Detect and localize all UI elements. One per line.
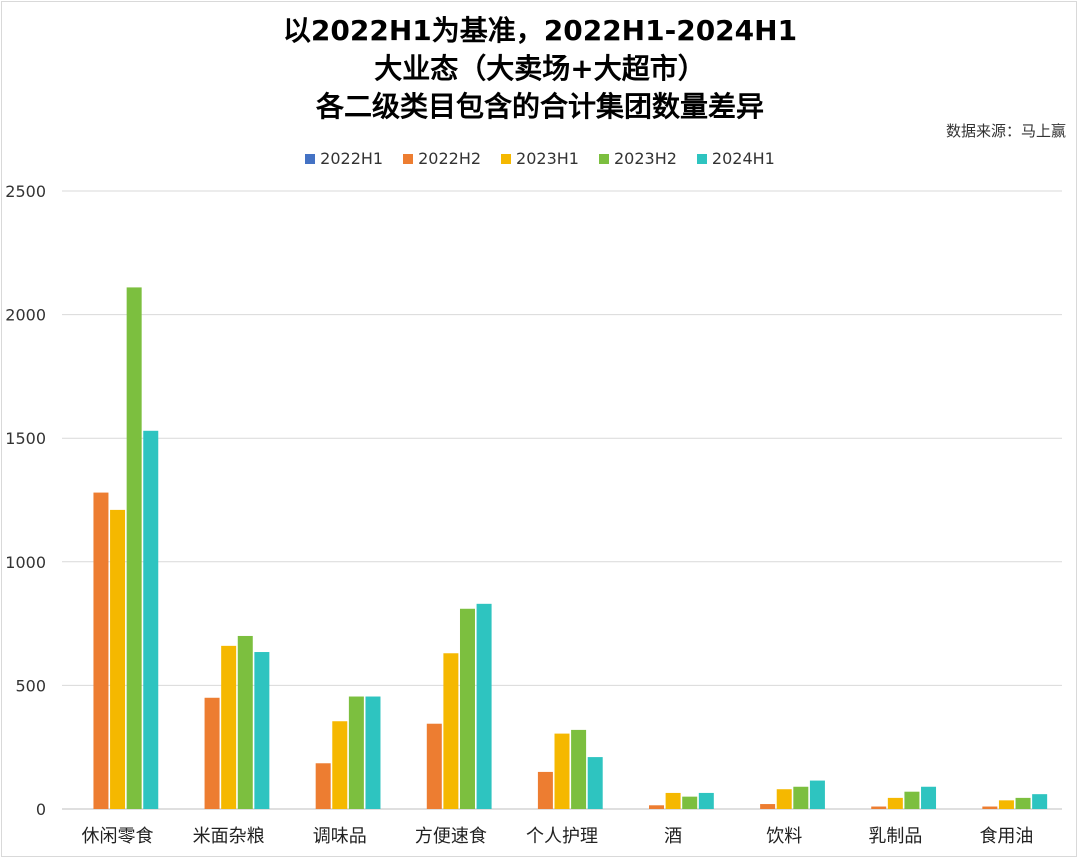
bar <box>348 696 364 809</box>
y-tick-label: 500 <box>15 676 46 695</box>
bar <box>476 603 492 809</box>
bar <box>809 780 825 809</box>
bar <box>537 771 553 809</box>
legend-swatch-2023h2 <box>598 153 609 164</box>
y-tick-label: 2000 <box>5 306 46 325</box>
legend-item-2022h2: 2022H2 <box>403 149 481 168</box>
bar <box>698 792 714 809</box>
title-line-2: 大业态（大卖场+大超市） <box>374 52 706 85</box>
x-tick-label: 米面杂粮 <box>193 826 265 847</box>
bar <box>554 733 570 809</box>
bar <box>904 791 920 809</box>
bar <box>1015 797 1031 809</box>
bar <box>776 789 792 809</box>
bar <box>921 786 937 809</box>
bar <box>649 805 665 809</box>
title-line-1: 以2022H1为基准，2022H1-2024H1 <box>282 14 798 47</box>
bar <box>365 696 381 809</box>
y-tick-label: 1500 <box>5 429 46 448</box>
bar <box>443 653 459 809</box>
bar <box>254 652 270 809</box>
bar <box>982 806 998 809</box>
legend-swatch-2022h2 <box>403 153 414 164</box>
data-source-note: 数据来源：马上赢 <box>945 122 1066 140</box>
x-tick-label: 饮料 <box>766 826 802 847</box>
x-tick-label: 休闲零食 <box>82 826 154 847</box>
bar <box>793 786 809 809</box>
bar <box>871 806 887 809</box>
bar <box>571 729 587 809</box>
bar <box>93 492 109 809</box>
bar <box>221 645 237 809</box>
y-tick-label: 1000 <box>5 553 46 572</box>
bar <box>315 763 331 809</box>
bar <box>998 800 1014 809</box>
bar <box>665 792 681 809</box>
legend-label-2023h1: 2023H1 <box>516 149 579 168</box>
legend-item-2024h1: 2024H1 <box>696 149 775 168</box>
bar <box>760 804 776 809</box>
bar <box>459 608 475 809</box>
x-tick-label: 乳制品 <box>868 826 922 847</box>
x-tick-label: 个人护理 <box>526 826 598 847</box>
bar <box>204 697 220 809</box>
legend-label-2024h1: 2024H1 <box>711 149 775 168</box>
x-tick-label: 方便速食 <box>415 826 487 847</box>
bar <box>682 796 698 809</box>
legend-label-2022h1: 2022H1 <box>320 149 384 168</box>
title-line-3: 各二级类目包含的合计集团数量差异 <box>315 90 764 123</box>
legend: 2022H1 2022H2 2023H1 2023H2 2024H1 <box>0 149 1080 168</box>
bar <box>110 509 126 809</box>
legend-item-2023h2: 2023H2 <box>598 149 677 168</box>
chart-title: 以2022H1为基准，2022H1-2024H1 大业态（大卖场+大超市） 各二… <box>0 12 1080 126</box>
bar <box>143 430 159 809</box>
legend-item-2023h1: 2023H1 <box>501 149 579 168</box>
bar <box>887 797 903 809</box>
x-tick-label: 调味品 <box>313 826 367 847</box>
legend-label-2022h2: 2022H2 <box>418 149 482 168</box>
y-tick-label: 2500 <box>5 182 46 201</box>
legend-label-2023h2: 2023H2 <box>613 149 677 168</box>
bar <box>332 721 348 809</box>
y-tick-label: 0 <box>36 800 46 819</box>
bar <box>237 635 253 809</box>
legend-item-2022h1: 2022H1 <box>305 149 383 168</box>
legend-swatch-2024h1 <box>696 153 707 164</box>
x-tick-label: 食用油 <box>979 826 1033 847</box>
legend-swatch-2023h1 <box>501 153 512 164</box>
bar <box>1032 794 1048 809</box>
legend-swatch-2022h1 <box>305 153 316 164</box>
bar <box>126 287 142 810</box>
x-tick-label: 酒 <box>664 826 682 847</box>
bar <box>426 723 442 809</box>
bar <box>587 757 603 809</box>
